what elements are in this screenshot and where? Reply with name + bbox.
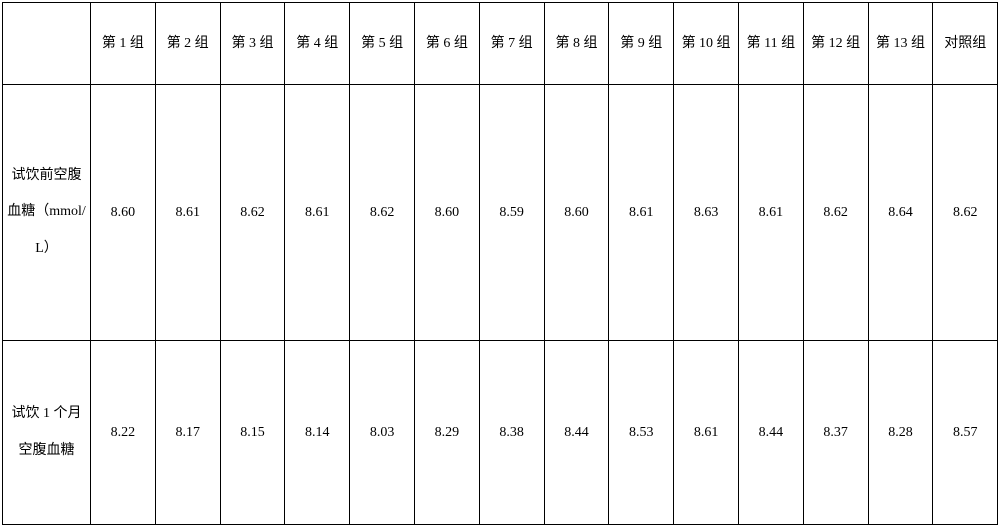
cell: 8.61 [609, 85, 674, 341]
cell: 8.53 [609, 341, 674, 525]
col-header: 第 7 组 [479, 3, 544, 85]
col-header: 第 1 组 [91, 3, 156, 85]
cell: 8.44 [738, 341, 803, 525]
col-header: 第 6 组 [414, 3, 479, 85]
cell: 8.03 [350, 341, 415, 525]
cell: 8.57 [933, 341, 998, 525]
cell: 8.17 [155, 341, 220, 525]
col-header: 第 12 组 [803, 3, 868, 85]
cell: 8.15 [220, 341, 285, 525]
cell: 8.62 [350, 85, 415, 341]
data-table: 第 1 组 第 2 组 第 3 组 第 4 组 第 5 组 第 6 组 第 7 … [2, 2, 998, 525]
cell: 8.60 [414, 85, 479, 341]
col-header: 第 8 组 [544, 3, 609, 85]
cell: 8.60 [544, 85, 609, 341]
col-header: 第 5 组 [350, 3, 415, 85]
row-label: 试饮前空腹血糖（mmol/L） [3, 85, 91, 341]
col-header: 对照组 [933, 3, 998, 85]
cell: 8.44 [544, 341, 609, 525]
cell: 8.22 [91, 341, 156, 525]
cell: 8.62 [933, 85, 998, 341]
cell: 8.64 [868, 85, 933, 341]
cell: 8.61 [674, 341, 739, 525]
cell: 8.38 [479, 341, 544, 525]
cell: 8.29 [414, 341, 479, 525]
cell: 8.28 [868, 341, 933, 525]
cell: 8.61 [285, 85, 350, 341]
col-header-empty [3, 3, 91, 85]
col-header: 第 2 组 [155, 3, 220, 85]
cell: 8.62 [803, 85, 868, 341]
table-header-row: 第 1 组 第 2 组 第 3 组 第 4 组 第 5 组 第 6 组 第 7 … [3, 3, 998, 85]
col-header: 第 13 组 [868, 3, 933, 85]
col-header: 第 9 组 [609, 3, 674, 85]
cell: 8.14 [285, 341, 350, 525]
cell: 8.62 [220, 85, 285, 341]
row-label: 试饮 1 个月空腹血糖 [3, 341, 91, 525]
cell: 8.63 [674, 85, 739, 341]
cell: 8.61 [155, 85, 220, 341]
cell: 8.37 [803, 341, 868, 525]
col-header: 第 11 组 [738, 3, 803, 85]
cell: 8.61 [738, 85, 803, 341]
col-header: 第 10 组 [674, 3, 739, 85]
cell: 8.60 [91, 85, 156, 341]
table-row: 试饮前空腹血糖（mmol/L） 8.60 8.61 8.62 8.61 8.62… [3, 85, 998, 341]
col-header: 第 4 组 [285, 3, 350, 85]
cell: 8.59 [479, 85, 544, 341]
table-row: 试饮 1 个月空腹血糖 8.22 8.17 8.15 8.14 8.03 8.2… [3, 341, 998, 525]
col-header: 第 3 组 [220, 3, 285, 85]
